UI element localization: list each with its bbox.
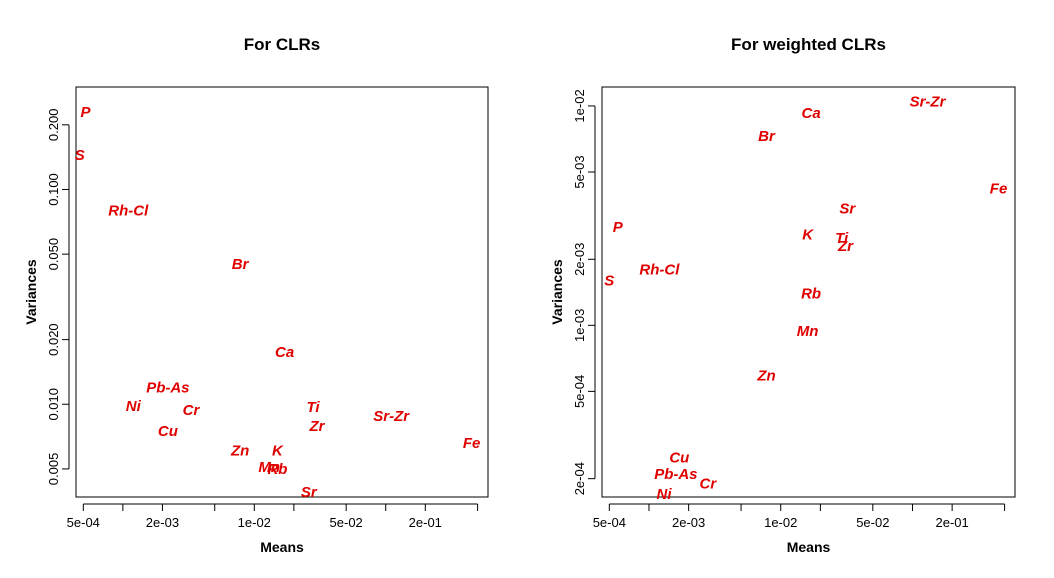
point-label-cu: Cu xyxy=(669,449,689,466)
point-label-sr-zr: Sr-Zr xyxy=(910,93,947,110)
point-label-zn: Zn xyxy=(756,368,775,385)
x-tick-label: 2e-03 xyxy=(146,515,179,530)
point-label-ca: Ca xyxy=(275,344,294,361)
point-label-s: S xyxy=(75,147,85,164)
y-tick-label: 0.200 xyxy=(46,109,61,142)
panel-for-weighted-clrs: For weighted CLRs Means Variances 5e-04 2e-0… xyxy=(549,35,1016,555)
point-label-pb-as: Pb-As xyxy=(146,379,189,396)
y-tick-label: 1e-02 xyxy=(572,89,587,122)
x-tick-label: 2e-03 xyxy=(672,515,705,530)
point-label-cu: Cu xyxy=(158,423,178,440)
point-label-ti: Ti xyxy=(307,399,321,416)
y-tick-label: 0.100 xyxy=(46,173,61,206)
panel-for-clrs: For CLRs Means Variances 5e-04 2e-03 1e-02 5e-… xyxy=(23,35,489,555)
plot-frame xyxy=(75,86,489,498)
y-axis-label: Variances xyxy=(549,259,565,325)
point-label-br: Br xyxy=(232,256,250,273)
point-label-k: K xyxy=(272,442,284,459)
y-tick-label: 2e-03 xyxy=(572,243,587,276)
y-tick-label: 0.010 xyxy=(46,388,61,421)
y-tick-label: 0.050 xyxy=(46,238,61,271)
x-tick-label: 1e-02 xyxy=(238,515,271,530)
point-label-cr: Cr xyxy=(700,476,718,493)
x-axis-label: Means xyxy=(260,539,304,555)
point-label-sr: Sr xyxy=(301,484,318,501)
y-axis-label: Variances xyxy=(23,259,39,325)
point-label-p: P xyxy=(613,219,624,236)
point-label-cr: Cr xyxy=(183,402,201,419)
y-tick-label: 1e-03 xyxy=(572,309,587,342)
x-axis-label: Means xyxy=(787,539,831,555)
point-label-ti: Ti xyxy=(835,230,849,247)
y-tick-label: 5e-03 xyxy=(572,155,587,188)
point-label-zr: Zr xyxy=(309,418,326,435)
point-label-rb: Rb xyxy=(267,461,287,478)
point-label-rb: Rb xyxy=(801,285,821,302)
x-tick-label: 5e-02 xyxy=(330,515,363,530)
point-label-ni: Ni xyxy=(126,398,142,415)
point-label-zr: Zr xyxy=(837,238,854,255)
point-label-pb-as: Pb-As xyxy=(654,466,697,483)
x-tick-label: 5e-04 xyxy=(593,515,626,530)
chart-title: For CLRs xyxy=(244,35,321,54)
y-tick-label: 0.005 xyxy=(46,453,61,486)
y-tick-label: 5e-04 xyxy=(572,375,587,408)
x-tick-label: 5e-04 xyxy=(67,515,100,530)
point-label-mn: Mn xyxy=(258,459,280,476)
point-label-zn: Zn xyxy=(230,442,249,459)
point-label-sr: Sr xyxy=(839,201,856,218)
point-label-p: P xyxy=(81,104,92,121)
chart-title: For weighted CLRs xyxy=(731,35,886,54)
point-label-ni: Ni xyxy=(656,486,672,503)
x-tick-label: 2e-01 xyxy=(409,515,442,530)
x-tick-label: 1e-02 xyxy=(764,515,797,530)
point-label-k: K xyxy=(802,226,814,243)
point-label-s: S xyxy=(604,273,614,290)
x-tick-label: 2e-01 xyxy=(936,515,969,530)
point-label-sr-zr: Sr-Zr xyxy=(373,408,410,425)
point-label-fe: Fe xyxy=(463,435,481,452)
point-label-rh-cl: Rh-Cl xyxy=(639,261,680,278)
y-tick-label: 2e-04 xyxy=(572,462,587,495)
point-label-rh-cl: Rh-Cl xyxy=(108,202,149,219)
point-label-mn: Mn xyxy=(797,323,819,340)
point-label-br: Br xyxy=(758,128,776,145)
plot-frame xyxy=(601,86,1016,498)
x-tick-label: 5e-02 xyxy=(856,515,889,530)
point-label-ca: Ca xyxy=(801,105,820,122)
y-tick-label: 0.020 xyxy=(46,323,61,356)
point-label-fe: Fe xyxy=(990,181,1008,198)
